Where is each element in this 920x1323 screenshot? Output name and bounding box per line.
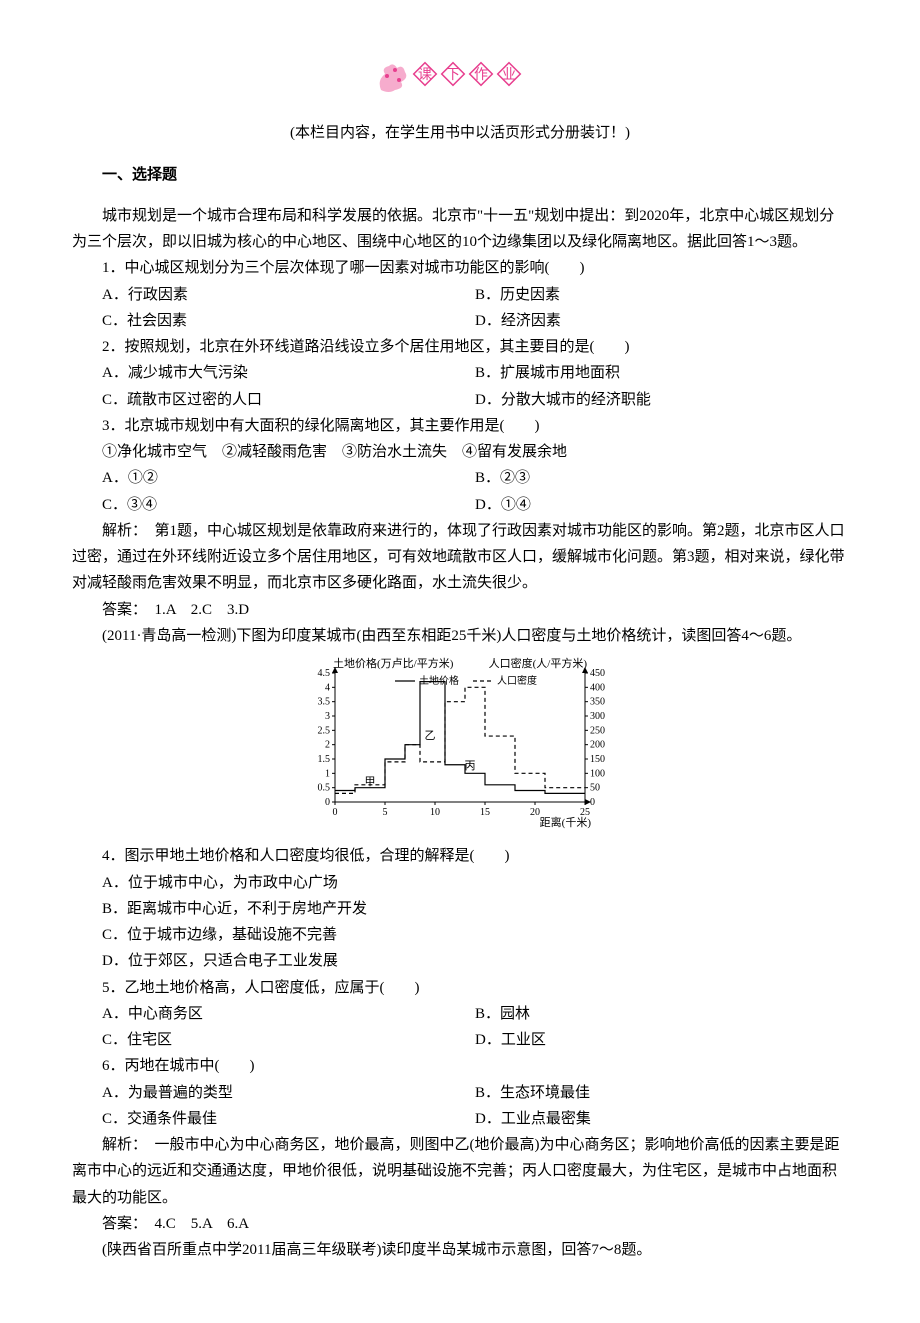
q3-B: B．②③ [475,465,848,491]
svg-text:1.5: 1.5 [318,754,331,765]
q4-B: B．距离城市中心近，不利于房地产开发 [72,896,848,922]
svg-text:5: 5 [383,807,388,818]
svg-text:2: 2 [325,740,330,751]
svg-text:400: 400 [590,682,605,693]
q3-subline: ①净化城市空气 ②减轻酸雨危害 ③防治水土流失 ④留有发展余地 [72,439,848,465]
q6-choices: A．为最普遍的类型 B．生态环境最佳 [72,1080,848,1106]
q6-B: B．生态环境最佳 [475,1080,848,1106]
answer-1: 答案： 1.A 2.C 3.D [72,597,848,623]
svg-text:距离(千米): 距离(千米) [540,815,592,829]
svg-text:土地价格(万卢比/平方米): 土地价格(万卢比/平方米) [333,656,454,670]
q3-stem: 3．北京城市规划中有大面积的绿化隔离地区，其主要作用是( ) [72,413,848,439]
q2-C: C．疏散市区过密的人口 [102,387,475,413]
q2-stem: 2．按照规划，北京在外环线道路沿线设立多个居住用地区，其主要目的是( ) [72,334,848,360]
svg-text:100: 100 [590,768,605,779]
q1-C: C．社会因素 [102,308,475,334]
q1-choices: A．行政因素 B．历史因素 [72,282,848,308]
q6-stem: 6．丙地在城市中( ) [72,1053,848,1079]
q2-D: D．分散大城市的经济职能 [475,387,848,413]
svg-text:0.5: 0.5 [318,783,331,794]
svg-text:4.5: 4.5 [318,668,331,679]
svg-text:150: 150 [590,754,605,765]
svg-text:0: 0 [333,807,338,818]
svg-text:2.5: 2.5 [318,725,331,736]
header-subtitle: (本栏目内容，在学生用书中以活页形式分册装订！) [72,120,848,146]
section-title: 一、选择题 [72,162,848,188]
intro-3: (陕西省百所重点中学2011届高三年级联考)读印度半岛某城市示意图，回答7～8题… [72,1237,848,1263]
q1-stem: 1．中心城区规划分为三个层次体现了哪一因素对城市功能区的影响( ) [72,255,848,281]
q6-D: D．工业点最密集 [475,1106,848,1132]
intro-1: 城市规划是一个城市合理布局和科学发展的依据。北京市"十一五"规划中提出：到202… [72,203,848,256]
svg-text:4: 4 [325,682,330,693]
svg-text:0: 0 [590,797,595,808]
q5-A: A．中心商务区 [102,1001,475,1027]
q5-C: C．住宅区 [102,1027,475,1053]
q1-D: D．经济因素 [475,308,848,334]
chart: 0 5 10 15 20 250 0.5 1 1.5 2 2.5 3 3.5 4 4.5 0 50 100 150 2… [72,655,848,839]
q1-choices-2: C．社会因素 D．经济因素 [72,308,848,334]
svg-text:丙: 丙 [465,760,476,772]
svg-text:450: 450 [590,668,605,679]
svg-text:乙: 乙 [425,729,436,742]
q2-B: B．扩展城市用地面积 [475,360,848,386]
q5-B: B．园林 [475,1001,848,1027]
svg-text:50: 50 [590,783,600,794]
q5-choices-2: C．住宅区 D．工业区 [72,1027,848,1053]
svg-text:业: 业 [502,67,516,83]
q2-choices-2: C．疏散市区过密的人口 D．分散大城市的经济职能 [72,387,848,413]
q4-A: A．位于城市中心，为市政中心广场 [72,870,848,896]
intro-2: (2011·青岛高一检测)下图为印度某城市(由西至东相距25千米)人口密度与土地… [72,623,848,649]
q4-C: C．位于城市边缘，基础设施不完善 [72,922,848,948]
svg-text:土地价格: 土地价格 [419,674,459,687]
q3-D: D．①④ [475,492,848,518]
svg-text:课: 课 [418,67,432,83]
q5-stem: 5．乙地土地价格高，人口密度低，应属于( ) [72,975,848,1001]
q3-C: C．③④ [102,492,475,518]
svg-text:人口密度(人/平方米): 人口密度(人/平方米) [489,656,588,670]
q3-A: A．①② [102,465,475,491]
q4-D: D．位于郊区，只适合电子工业发展 [72,948,848,974]
q1-B: B．历史因素 [475,282,848,308]
svg-text:1: 1 [325,768,330,779]
svg-text:10: 10 [430,807,440,818]
analysis-2: 解析： 一般市中心为中心商务区，地价最高，则图中乙(地价最高)为中心商务区；影响… [72,1132,848,1211]
svg-text:3: 3 [325,711,330,722]
q2-A: A．减少城市大气污染 [102,360,475,386]
q6-choices-2: C．交通条件最佳 D．工业点最密集 [72,1106,848,1132]
q3-choices: A．①② B．②③ [72,465,848,491]
svg-text:0: 0 [325,797,330,808]
svg-text:350: 350 [590,697,605,708]
svg-text:作: 作 [474,67,488,83]
q5-choices: A．中心商务区 B．园林 [72,1001,848,1027]
svg-text:20: 20 [530,807,540,818]
q2-choices: A．减少城市大气污染 B．扩展城市用地面积 [72,360,848,386]
header-banner: 课 下 作 业 [72,60,848,105]
svg-text:人口密度: 人口密度 [497,674,537,687]
svg-text:250: 250 [590,725,605,736]
svg-text:甲: 甲 [365,776,376,788]
svg-text:下: 下 [446,68,460,83]
svg-text:200: 200 [590,740,605,751]
q1-A: A．行政因素 [102,282,475,308]
answer-2: 答案： 4.C 5.A 6.A [72,1211,848,1237]
svg-text:15: 15 [480,807,490,818]
svg-text:300: 300 [590,711,605,722]
q4-stem: 4．图示甲地土地价格和人口密度均很低，合理的解释是( ) [72,843,848,869]
analysis-1: 解析： 第1题，中心城区规划是依靠政府来进行的，体现了行政因素对城市功能区的影响… [72,518,848,597]
q3-choices-2: C．③④ D．①④ [72,492,848,518]
q6-C: C．交通条件最佳 [102,1106,475,1132]
q5-D: D．工业区 [475,1027,848,1053]
q6-A: A．为最普遍的类型 [102,1080,475,1106]
svg-text:3.5: 3.5 [318,697,331,708]
